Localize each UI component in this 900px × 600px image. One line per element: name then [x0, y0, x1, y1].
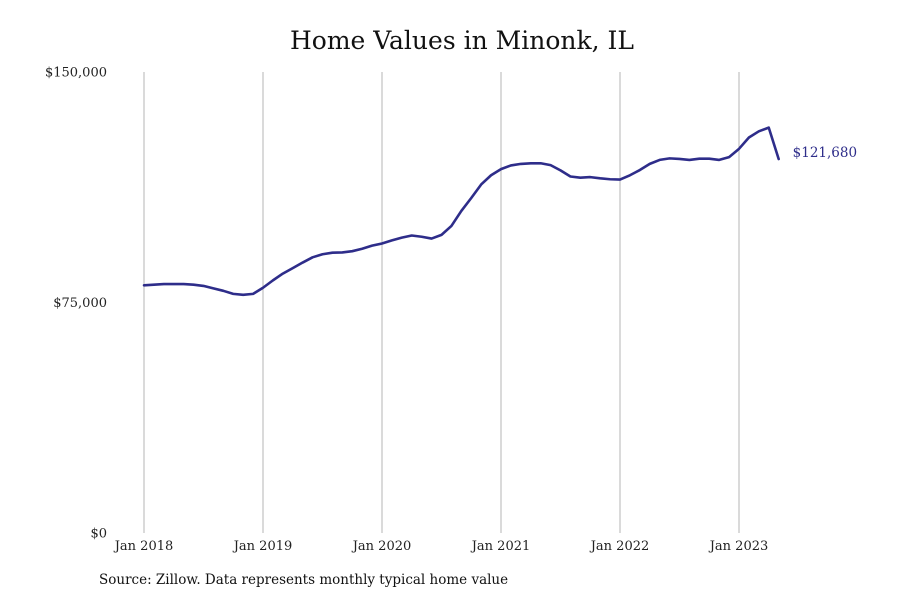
x-tick-label: Jan 2019 — [232, 539, 293, 554]
end-label-layer: $121,680 — [793, 145, 857, 161]
chart-title: Home Values in Minonk, IL — [289, 26, 635, 55]
grid-lines — [143, 72, 740, 533]
y-tick-label: $0 — [90, 527, 107, 542]
y-axis-ticks: $0 $75,000 $150,000 — [45, 66, 107, 542]
end-value-label: $121,680 — [793, 145, 857, 161]
x-tick-label: Jan 2021 — [470, 539, 531, 554]
series-layer — [142, 126, 780, 297]
y-tick-label: $150,000 — [45, 66, 107, 81]
x-axis-ticks: Jan 2018 Jan 2019 Jan 2020 Jan 2021 Jan 2022… — [113, 539, 769, 554]
series-line-0 — [142, 126, 780, 297]
source-note: Source: Zillow. Data represents monthly … — [99, 572, 509, 588]
x-tick-label: Jan 2020 — [351, 539, 412, 554]
x-tick-label: Jan 2018 — [113, 539, 174, 554]
x-tick-label: Jan 2023 — [708, 539, 769, 554]
x-tick-label: Jan 2022 — [589, 539, 650, 554]
y-tick-label: $75,000 — [53, 296, 107, 311]
